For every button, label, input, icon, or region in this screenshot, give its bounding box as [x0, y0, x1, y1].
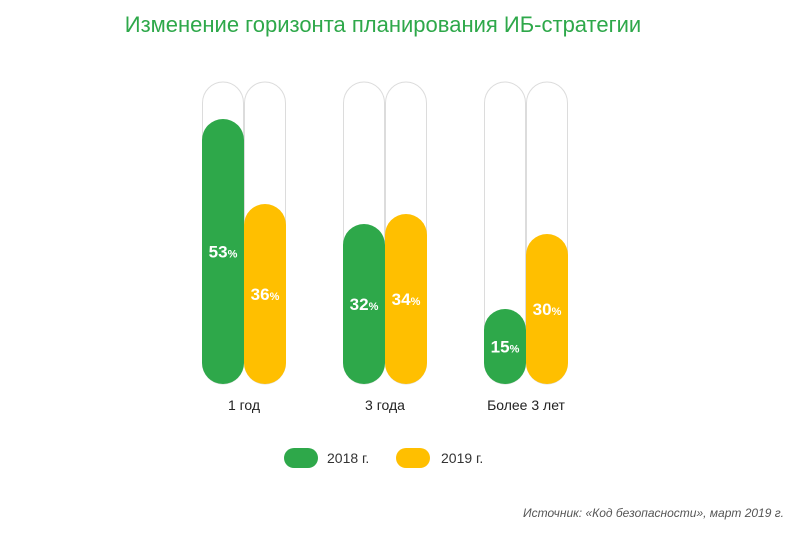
- legend-label: 2018 г.: [327, 450, 369, 466]
- category-label: 1 год: [228, 397, 260, 413]
- legend-swatch: [396, 448, 430, 468]
- data-label: 36%: [251, 285, 280, 304]
- bar-2018-2: [343, 224, 385, 384]
- bar-2018-3: [484, 309, 526, 384]
- data-label: 32%: [350, 295, 379, 314]
- bar-2019-1: [244, 204, 286, 384]
- legend-swatch: [284, 448, 318, 468]
- bar-2019-3: [526, 234, 568, 384]
- data-label: 15%: [491, 338, 520, 357]
- data-label: 53%: [209, 243, 238, 262]
- data-label: 30%: [533, 300, 562, 319]
- category-label: 3 года: [365, 397, 405, 413]
- data-label: 34%: [392, 290, 421, 309]
- source-note: Источник: «Код безопасности», март 2019 …: [523, 506, 784, 520]
- bar-2019-2: [385, 214, 427, 384]
- chart-title: Изменение горизонта планирования ИБ-стра…: [124, 12, 642, 37]
- bar-2018-1: [202, 119, 244, 384]
- category-label: Более 3 лет: [487, 397, 565, 413]
- legend-label: 2019 г.: [441, 450, 483, 466]
